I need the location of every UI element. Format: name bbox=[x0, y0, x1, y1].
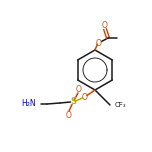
Text: S: S bbox=[70, 97, 76, 107]
Text: O: O bbox=[102, 21, 108, 29]
Text: O: O bbox=[66, 111, 71, 119]
Text: H₂N: H₂N bbox=[21, 100, 36, 109]
Text: CF₃: CF₃ bbox=[115, 102, 126, 108]
Text: O: O bbox=[96, 38, 102, 47]
Text: O: O bbox=[82, 93, 88, 102]
Text: O: O bbox=[76, 85, 81, 93]
